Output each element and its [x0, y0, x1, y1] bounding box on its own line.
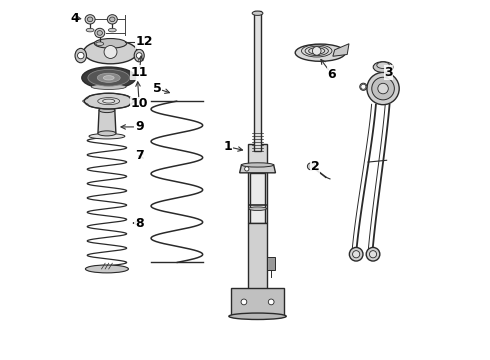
Polygon shape	[267, 257, 275, 270]
Ellipse shape	[369, 251, 377, 258]
Ellipse shape	[75, 48, 87, 63]
Circle shape	[241, 299, 247, 305]
Text: 7: 7	[135, 149, 144, 162]
Ellipse shape	[89, 134, 125, 139]
Ellipse shape	[96, 42, 104, 45]
Ellipse shape	[377, 62, 390, 68]
Text: 1: 1	[223, 140, 232, 153]
Ellipse shape	[102, 99, 115, 103]
Ellipse shape	[98, 131, 116, 136]
Ellipse shape	[349, 247, 363, 261]
Ellipse shape	[252, 11, 263, 15]
Circle shape	[136, 53, 142, 58]
Ellipse shape	[98, 73, 120, 82]
Ellipse shape	[134, 49, 144, 62]
Ellipse shape	[84, 40, 137, 64]
Text: 10: 10	[130, 98, 148, 111]
Ellipse shape	[82, 67, 136, 89]
Ellipse shape	[372, 77, 394, 100]
Ellipse shape	[353, 251, 360, 258]
Ellipse shape	[229, 313, 286, 319]
Ellipse shape	[85, 15, 95, 24]
Ellipse shape	[87, 17, 93, 22]
Circle shape	[361, 84, 366, 89]
Ellipse shape	[110, 17, 115, 22]
Ellipse shape	[366, 247, 380, 261]
Ellipse shape	[97, 31, 102, 35]
Ellipse shape	[85, 265, 128, 273]
Ellipse shape	[95, 39, 126, 48]
Polygon shape	[250, 173, 265, 223]
Polygon shape	[248, 144, 267, 223]
Circle shape	[77, 52, 84, 59]
Ellipse shape	[242, 163, 274, 167]
Text: 3: 3	[384, 66, 393, 79]
Ellipse shape	[373, 62, 393, 72]
Ellipse shape	[84, 93, 133, 109]
Ellipse shape	[307, 163, 315, 170]
Ellipse shape	[98, 98, 120, 105]
Ellipse shape	[99, 108, 115, 113]
Circle shape	[245, 167, 249, 171]
Text: 9: 9	[135, 121, 144, 134]
Circle shape	[313, 46, 321, 55]
Ellipse shape	[91, 84, 126, 89]
Ellipse shape	[378, 83, 388, 94]
Polygon shape	[240, 165, 275, 173]
Circle shape	[104, 45, 117, 58]
Ellipse shape	[95, 28, 105, 38]
Text: 6: 6	[327, 68, 336, 81]
Text: 12: 12	[136, 35, 153, 48]
Polygon shape	[231, 288, 285, 316]
Ellipse shape	[103, 76, 114, 80]
Ellipse shape	[367, 72, 399, 105]
Polygon shape	[333, 44, 349, 56]
Ellipse shape	[360, 83, 367, 90]
Polygon shape	[248, 223, 267, 316]
Text: 8: 8	[135, 216, 144, 230]
Ellipse shape	[88, 69, 129, 86]
Text: 5: 5	[153, 82, 162, 95]
Circle shape	[269, 299, 274, 305]
Ellipse shape	[108, 28, 116, 32]
Text: 2: 2	[311, 160, 319, 173]
Text: 11: 11	[130, 66, 148, 79]
Ellipse shape	[107, 15, 117, 24]
Text: 4: 4	[71, 12, 79, 25]
Ellipse shape	[295, 44, 345, 61]
Polygon shape	[98, 110, 116, 134]
Ellipse shape	[86, 28, 94, 32]
Polygon shape	[254, 12, 261, 151]
Ellipse shape	[248, 207, 267, 211]
